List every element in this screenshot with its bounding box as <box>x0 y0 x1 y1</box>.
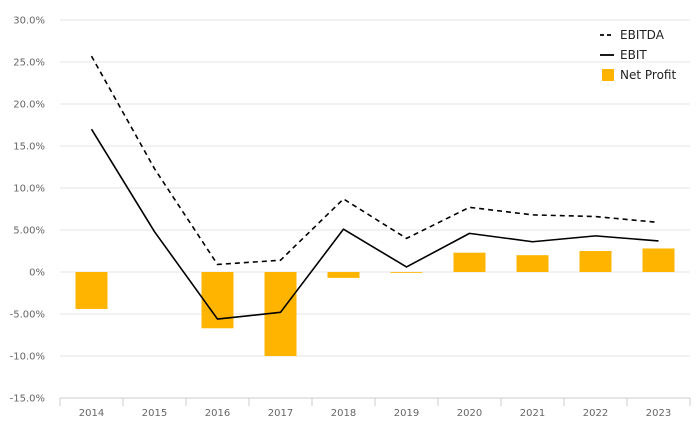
y-tick-label: 25.0% <box>13 58 45 69</box>
y-tick-label: 20.0% <box>13 100 45 111</box>
y-tick-label: -10.0% <box>10 352 45 363</box>
legend-label-ebit: EBIT <box>620 48 647 62</box>
net-profit-bars <box>75 248 675 356</box>
legend-label-ebitda: EBITDA <box>620 28 665 42</box>
y-tick-label: 15.0% <box>13 142 45 153</box>
x-tick-label: 2015 <box>142 408 167 419</box>
grid <box>60 19 690 399</box>
axes: 30.0% 25.0% 20.0% 15.0% 10.0% 5.00% 0% -5.00% -1… <box>10 16 691 419</box>
y-tick-label: 10.0% <box>13 184 45 195</box>
legend-swatch-net-profit <box>602 69 614 81</box>
y-tick-label: 30.0% <box>13 16 45 27</box>
legend-label-net-profit: Net Profit <box>620 68 676 82</box>
net-profit-bar <box>75 272 108 309</box>
x-tick-label: 2020 <box>457 408 482 419</box>
net-profit-bar <box>579 251 612 272</box>
y-tick-label: -15.0% <box>10 394 45 405</box>
net-profit-bar <box>327 272 360 278</box>
line-series <box>90 55 659 320</box>
net-profit-bar <box>516 255 549 272</box>
y-tick-label: 5.00% <box>13 226 45 237</box>
net-profit-bar <box>390 272 423 273</box>
y-tick-label: -5.00% <box>10 310 45 321</box>
y-tick-label: 0% <box>29 268 45 279</box>
x-tick-label: 2022 <box>583 408 608 419</box>
x-tick-label: 2023 <box>646 408 671 419</box>
x-tick-label: 2017 <box>268 408 293 419</box>
legend: EBITDA EBIT Net Profit <box>600 28 676 82</box>
net-profit-bar <box>453 252 486 272</box>
x-tick-label: 2019 <box>394 408 419 419</box>
x-tick-label: 2018 <box>331 408 356 419</box>
x-tick-label: 2014 <box>79 408 104 419</box>
ebit-line <box>90 128 659 320</box>
net-profit-bar <box>642 248 675 272</box>
ebitda-line <box>90 55 659 266</box>
x-tick-label: 2021 <box>520 408 545 419</box>
x-tick-label: 2016 <box>205 408 230 419</box>
